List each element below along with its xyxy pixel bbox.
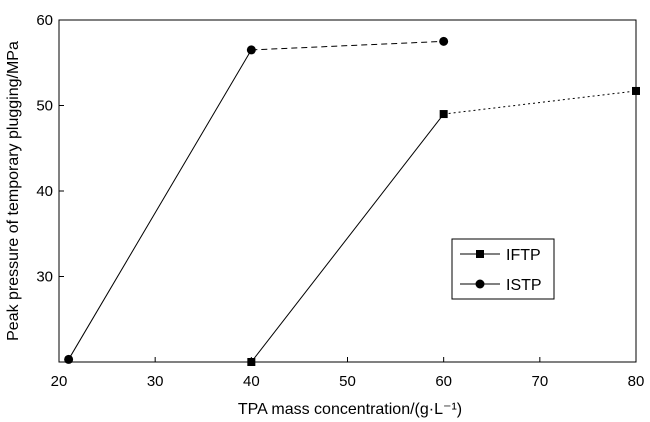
x-tick-label-50: 50 <box>339 373 356 390</box>
x-tick-label-70: 70 <box>531 373 548 390</box>
istp-point-2 <box>439 36 449 46</box>
iftp-segment-1 <box>443 90 637 115</box>
istp-point-0 <box>64 354 74 364</box>
x-tick-label-20: 20 <box>51 373 68 390</box>
y-tick-label-30: 30 <box>36 269 53 286</box>
iftp-point-2 <box>632 86 640 95</box>
series-layer <box>64 36 640 366</box>
x-tick-label-80: 80 <box>628 373 645 390</box>
legend-box <box>451 238 555 300</box>
legend-istp-label: ISTP <box>506 277 542 294</box>
iftp-point-0 <box>247 358 256 366</box>
istp-point-1 <box>246 45 256 55</box>
x-tick-label-40: 40 <box>243 373 260 390</box>
plot-frame <box>58 19 637 363</box>
y-axis-title: Peak pressure of temporary plugging/MPa <box>5 41 22 341</box>
iftp-point-1 <box>439 110 448 119</box>
legend-iftp-square-marker <box>476 250 484 258</box>
ticks-layer: 20 30 40 50 60 70 80 30 40 50 60 <box>36 12 644 390</box>
y-tick-label-60: 60 <box>36 12 53 29</box>
x-axis-title: TPA mass concentration/(g·L⁻¹) <box>238 401 462 418</box>
istp-segment-0 <box>68 49 252 360</box>
y-tick-label-50: 50 <box>36 98 53 115</box>
x-tick-label-60: 60 <box>435 373 452 390</box>
legend: IFTP ISTP <box>451 238 555 300</box>
y-tick-label-40: 40 <box>36 183 53 200</box>
istp-segment-1 <box>251 40 444 51</box>
legend-istp-circle-marker <box>475 279 485 289</box>
legend-iftp-label: IFTP <box>506 247 541 264</box>
x-tick-label-30: 30 <box>147 373 164 390</box>
iftp-segment-0 <box>250 113 445 363</box>
